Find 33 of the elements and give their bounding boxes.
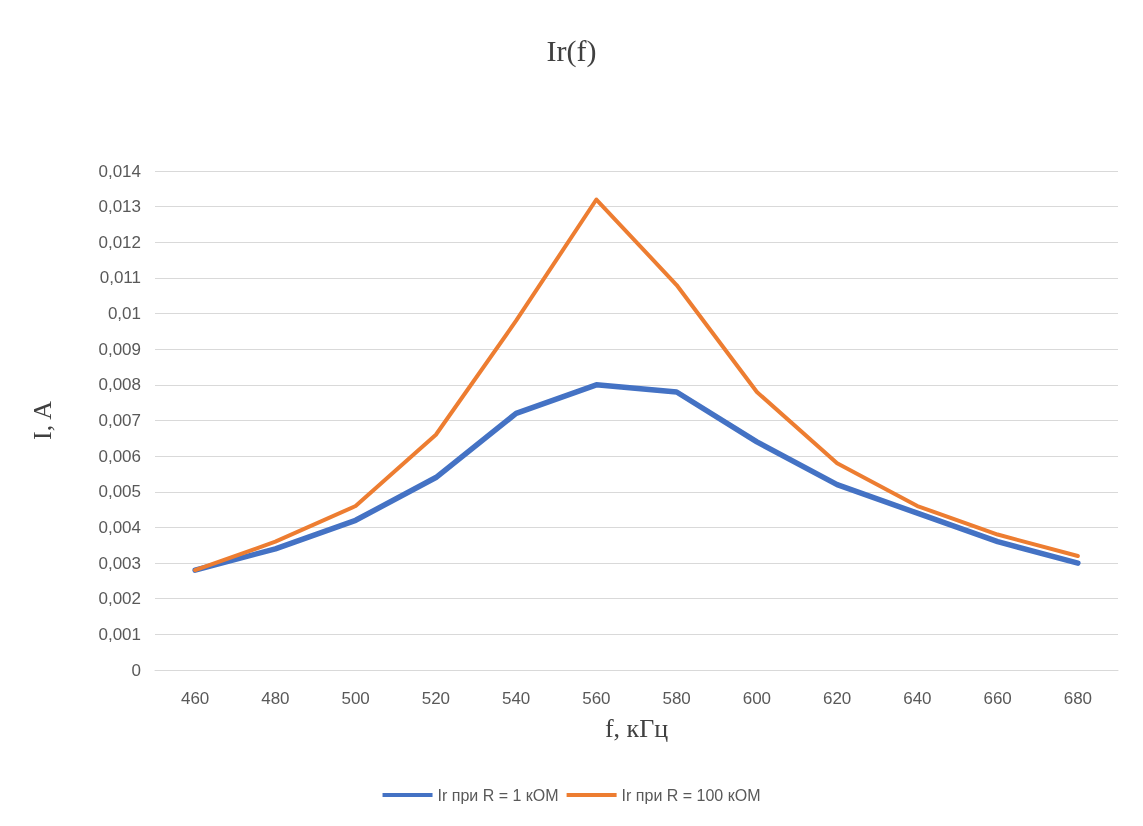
y-tick-label: 0,013 [98, 197, 141, 217]
chart-title: Ir(f) [546, 33, 597, 68]
x-tick-label: 660 [983, 689, 1012, 708]
y-tick-label: 0,003 [98, 553, 141, 573]
y-tick-label: 0,002 [98, 589, 141, 609]
y-tick-label: 0,01 [107, 304, 141, 324]
x-tick-label: 480 [261, 689, 290, 708]
y-tick-label: 0,005 [98, 482, 141, 502]
line-series [193, 197, 1080, 573]
x-tick-label: 680 [1063, 689, 1093, 708]
y-tick-label: 0,011 [99, 268, 141, 288]
y-tick-label: 0,007 [98, 411, 141, 430]
y-tick-label: 0 [131, 660, 141, 680]
x-axis-title: f, кГц [604, 713, 669, 743]
x-tick-label: 620 [822, 689, 852, 708]
y-tick-label: 0,014 [98, 161, 141, 181]
x-tick-label: 540 [501, 689, 531, 708]
x-tick-label: 500 [341, 689, 370, 708]
y-axis-title: I, A [27, 400, 57, 440]
y-tick-label: 0,009 [98, 339, 141, 359]
x-tick-label: 560 [582, 689, 611, 708]
y-tick-label: 0,008 [98, 375, 141, 395]
x-tick-label: 640 [903, 689, 932, 708]
x-tick-label: 600 [742, 689, 772, 708]
y-tick-label: 0,001 [98, 624, 141, 644]
x-tick-label: 460 [180, 689, 210, 708]
y-tick-label: 0,006 [98, 446, 141, 466]
legend-label: Ir при R = 1 кОМ [437, 786, 559, 804]
y-tick-label: 0,012 [98, 232, 141, 252]
legend-label: Ir при R = 100 кОМ [621, 786, 761, 804]
x-tick-label: 520 [421, 689, 451, 708]
x-tick-label: 580 [662, 689, 691, 708]
y-tick-label: 0,004 [98, 517, 141, 537]
